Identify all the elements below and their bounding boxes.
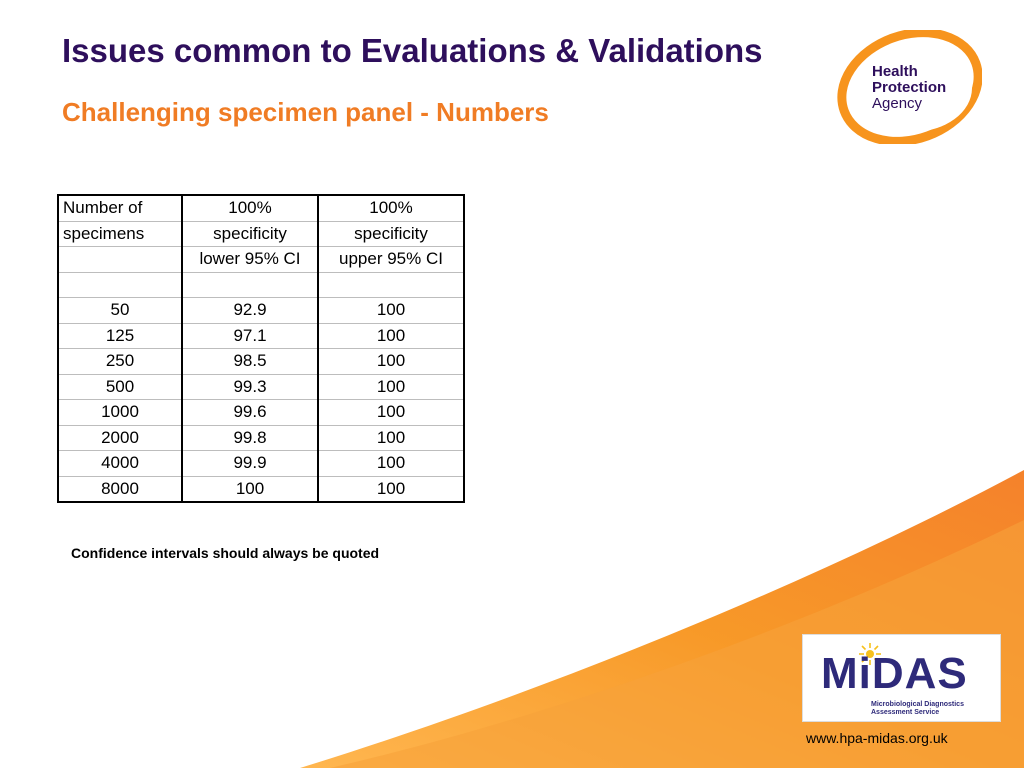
- table-row: 125 97.1 100: [57, 323, 465, 349]
- table-row: 250 98.5 100: [57, 348, 465, 375]
- table-row: 1000 99.6 100: [57, 399, 465, 426]
- midas-tagline: Microbiological Diagnostics Assessment S…: [871, 701, 964, 716]
- page-title: Issues common to Evaluations & Validatio…: [62, 32, 763, 69]
- table-blank-row: [57, 272, 465, 298]
- table-row: 8000 100 100: [57, 476, 465, 502]
- confidence-note: Confidence intervals should always be qu…: [71, 545, 380, 561]
- hpa-logo-text: Health Protection Agency: [872, 63, 947, 112]
- sun-icon: [859, 643, 881, 665]
- table-row: 500 99.3 100: [57, 374, 465, 400]
- specificity-table: Number of 100% 100% specimens specificit…: [57, 194, 465, 503]
- table-header-row: specimens specificity specificity: [57, 221, 465, 247]
- hpa-logo: [837, 30, 982, 144]
- page-subtitle: Challenging specimen panel - Numbers: [62, 97, 549, 127]
- midas-logo: MiDAS Microbiological Diagnostics Assess…: [802, 634, 1001, 722]
- footer-url[interactable]: www.hpa-midas.org.uk: [806, 730, 948, 746]
- table-header-row: lower 95% CI upper 95% CI: [57, 246, 465, 273]
- table-row: 4000 99.9 100: [57, 450, 465, 477]
- midas-wordmark: MiDAS: [821, 649, 968, 698]
- table-row: 50 92.9 100: [57, 297, 465, 324]
- table-row: 2000 99.8 100: [57, 425, 465, 451]
- table-header-row: Number of 100% 100%: [57, 195, 465, 222]
